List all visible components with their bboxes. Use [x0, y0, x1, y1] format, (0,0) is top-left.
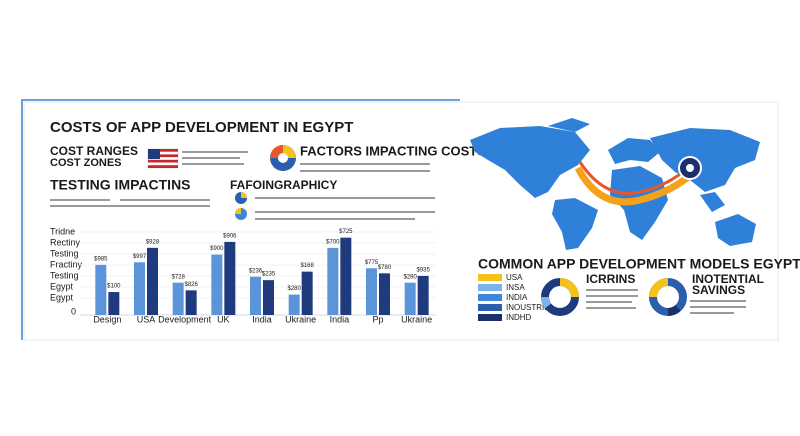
bar-label: $780 — [378, 265, 392, 271]
bar — [250, 276, 261, 315]
bar-label: $928 — [146, 239, 160, 245]
bar — [301, 271, 313, 315]
bar-label: $906 — [223, 233, 237, 239]
bar — [340, 237, 352, 315]
filler-text — [586, 289, 746, 314]
bar — [185, 290, 197, 315]
bar-label: $775 — [365, 260, 379, 266]
bar — [95, 264, 107, 315]
x-tick-label: UK — [217, 314, 230, 324]
y-axis-label: Tridne — [50, 226, 75, 236]
x-tick-label: Ukraine — [285, 314, 316, 324]
mini-icons — [235, 192, 247, 220]
flag — [147, 148, 179, 169]
section-subtitle: COST ZONES — [50, 157, 122, 169]
world-map — [470, 118, 760, 250]
bar-label: $985 — [94, 256, 108, 262]
legend-label: INDHD — [506, 313, 532, 322]
legend-swatch — [478, 314, 502, 321]
donut-subtitle: SAVINGS — [692, 283, 745, 297]
section-title: FACTORS IMPACTING COSTS — [300, 143, 486, 158]
x-tick-label: Pp — [372, 314, 383, 324]
bar-label: $280 — [403, 274, 417, 280]
donut — [649, 278, 687, 316]
bar-label: $700 — [326, 239, 340, 245]
y-axis-label: Testing — [50, 270, 79, 280]
x-tick-label: Development — [158, 314, 212, 324]
page-title: COSTS OF APP DEVELOPMENT IN EGYPT — [50, 119, 353, 136]
bar — [327, 247, 339, 315]
bar-label: $935 — [416, 267, 430, 273]
bar — [211, 254, 223, 315]
bar-label: $235 — [262, 272, 276, 278]
location-marker — [686, 164, 694, 172]
y-axis-label: Rectiny — [50, 237, 81, 247]
route — [578, 161, 692, 195]
route — [574, 166, 697, 206]
x-tick-label: Ukraine — [401, 314, 432, 324]
legend-label: USA — [506, 273, 523, 282]
bar-label: $168 — [300, 263, 314, 269]
legend-swatch — [478, 304, 502, 311]
legend-label: INOUSTRIE — [506, 303, 550, 312]
bar — [134, 262, 145, 315]
donut-title: ICRRINS — [586, 272, 635, 286]
bar — [147, 247, 158, 315]
x-tick-label: Design — [93, 314, 121, 324]
legend-swatch — [478, 274, 502, 281]
legend-label: INDIA — [506, 293, 528, 302]
donut-title: INOTENTIAL — [692, 272, 764, 286]
y-axis-label: Fractiny — [50, 259, 83, 269]
section-title: COST RANGES — [50, 144, 138, 158]
bar-label: $100 — [107, 284, 121, 290]
bar-label: $725 — [339, 229, 353, 235]
bar — [366, 268, 377, 315]
bar-label: $900 — [210, 246, 224, 252]
pie-icon — [270, 145, 296, 171]
bar — [404, 282, 416, 315]
bar-label: $997 — [133, 254, 147, 260]
section-title: COMMON APP DEVELOPMENT MODELS EGYPT — [478, 256, 800, 272]
bar — [224, 241, 236, 315]
legend-label: INSA — [506, 283, 525, 292]
legend-swatch — [478, 294, 502, 301]
bar-chart: TridneRectinyTestingFractinyTestingEgypt… — [50, 226, 436, 324]
bar-label: $826 — [184, 282, 198, 288]
bar — [172, 282, 184, 315]
bar — [108, 292, 120, 315]
filler-text — [50, 151, 435, 220]
section-title: TESTING IMPACTINS — [50, 177, 191, 193]
bar-label: $280 — [287, 286, 301, 292]
y-axis-label: Egypt — [50, 281, 74, 291]
bar-label: $728 — [171, 274, 185, 280]
x-tick-label: USA — [137, 314, 156, 324]
bar — [379, 273, 390, 315]
y-tick-label: 0 — [71, 306, 76, 316]
donut — [541, 278, 579, 316]
bar — [263, 280, 274, 315]
bar-label: $236 — [249, 268, 263, 274]
section-title: FAFOINGRAPHICY — [230, 178, 337, 192]
y-axis-label: Testing — [50, 248, 79, 258]
y-axis-label: Egypt — [50, 292, 74, 302]
x-tick-label: India — [252, 314, 272, 324]
legend-swatch — [478, 284, 502, 291]
bar — [417, 275, 429, 315]
card-border — [21, 99, 460, 340]
bar — [288, 294, 300, 315]
x-tick-label: India — [330, 314, 350, 324]
